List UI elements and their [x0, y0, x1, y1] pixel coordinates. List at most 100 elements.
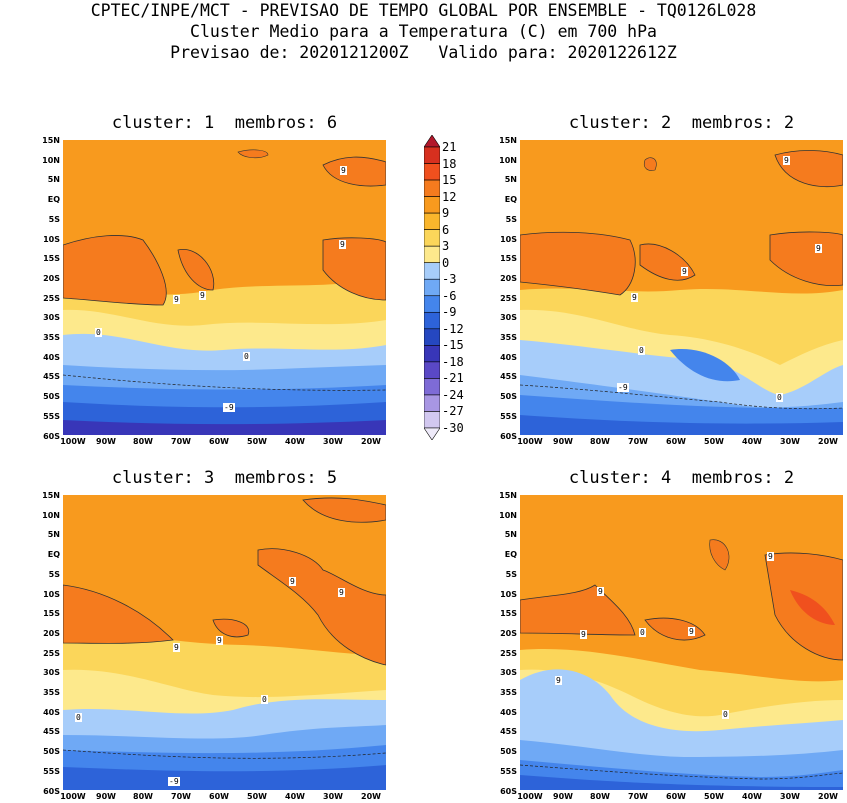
lon-label: 70W [171, 792, 191, 801]
lat-label: EQ [47, 195, 60, 205]
lat-label: 60S [43, 431, 60, 441]
lon-label: 90W [553, 437, 573, 446]
colorbar-swatch [423, 311, 441, 330]
map-panel-3 [63, 495, 386, 790]
lon-label: 60W [209, 792, 229, 801]
colorbar-tick-label: 18 [442, 156, 457, 171]
contour-label: 9 [681, 267, 688, 276]
colorbar-tick-label: 15 [442, 173, 457, 188]
colorbar-tick-label: 12 [442, 189, 457, 204]
lat-label: 35S [43, 688, 60, 697]
contour-label: 9 [631, 293, 638, 302]
lon-label: 80W [590, 437, 610, 446]
lat-label: 10N [499, 155, 517, 165]
colorbar-swatch [423, 212, 441, 230]
contour-label: 9 [199, 291, 206, 300]
lat-label: 10S [43, 589, 60, 599]
lat-label: 20S [500, 273, 517, 283]
contour-label: -9 [617, 383, 629, 392]
lon-label: 20W [818, 792, 838, 801]
header-line-1: CPTEC/INPE/MCT - PREVISAO DE TEMPO GLOBA… [90, 1, 757, 20]
colorbar-tick-label: -15 [442, 338, 464, 353]
colorbar-tick-label: -9 [442, 305, 457, 320]
lon-label: 50W [247, 792, 267, 801]
temperature-field-1 [63, 140, 386, 435]
colorbar-swatch [423, 229, 441, 247]
lon-label: 30W [323, 792, 343, 801]
lat-label: EQ [47, 550, 60, 560]
lat-label: 10S [43, 234, 60, 244]
colorbar-tick-label: -18 [442, 354, 464, 369]
lat-label: 40S [500, 352, 517, 362]
contour-label: 9 [339, 240, 346, 249]
map-panel-4 [520, 495, 843, 790]
colorbar-swatch [423, 179, 441, 197]
contour-label: 9 [783, 156, 790, 165]
lon-label: 100W [60, 792, 86, 801]
lon-label: 80W [133, 792, 153, 801]
lat-label: 10N [42, 155, 60, 165]
lat-label: 30S [500, 668, 517, 678]
lat-label: 50S [500, 747, 517, 757]
lat-label: 15S [500, 609, 517, 619]
lon-label: 30W [780, 792, 800, 801]
lat-label: 40S [43, 352, 60, 362]
lat-label: 20S [500, 628, 517, 638]
lat-label: 20S [43, 628, 60, 638]
lon-label: 90W [553, 792, 573, 801]
lat-label: 5N [47, 530, 60, 540]
panel-3-title: cluster: 3 membros: 5 [111, 468, 338, 488]
colorbar-tick-label: 3 [442, 239, 450, 254]
contour-label: 9 [580, 630, 587, 639]
lat-label: 15S [43, 254, 60, 264]
lon-label: 100W [517, 437, 543, 446]
colorbar-swatch [423, 361, 441, 379]
colorbar-swatch [423, 411, 441, 429]
contour-label: 0 [639, 628, 646, 637]
lon-label: 40W [285, 437, 305, 446]
lon-label: 40W [285, 792, 305, 801]
contour-label: -9 [168, 777, 180, 786]
lon-label: 30W [323, 437, 343, 446]
colorbar-swatch [423, 378, 441, 396]
colorbar-graphic [423, 134, 441, 441]
map-panel-1 [63, 140, 386, 435]
lon-label: 20W [818, 437, 838, 446]
temperature-field-2 [520, 140, 843, 435]
lat-label: 40S [500, 707, 517, 717]
lon-label: 20W [361, 792, 381, 801]
lat-label: 20S [43, 273, 60, 283]
lat-label: 5S [505, 214, 517, 224]
lon-label: 40W [742, 437, 762, 446]
colorbar-swatch [423, 245, 441, 264]
lat-label: 50S [500, 392, 517, 402]
lon-label: 50W [704, 792, 724, 801]
lon-label: 60W [209, 437, 229, 446]
lat-label: 60S [500, 786, 517, 796]
colorbar-tick-label: -24 [442, 387, 464, 402]
colorbar-tick-label: -12 [442, 321, 464, 336]
colorbar-tick-label: 9 [442, 206, 450, 221]
colorbar-swatch [423, 345, 441, 363]
colorbar-swatch [423, 295, 441, 313]
lat-label: 45S [43, 372, 60, 382]
lat-label: 10S [500, 234, 517, 244]
lat-label: 35S [43, 333, 60, 342]
lat-label: 25S [500, 293, 517, 303]
contour-label: 9 [338, 588, 345, 597]
lat-label: 55S [43, 411, 60, 421]
header-line-2: Cluster Medio para a Temperatura (C) em … [190, 22, 657, 41]
lat-label: 35S [500, 688, 517, 697]
colorbar-swatch [423, 278, 441, 297]
lat-label: 50S [43, 747, 60, 757]
panel-4-title: cluster: 4 membros: 2 [568, 468, 795, 488]
colorbar-swatch [423, 146, 441, 164]
lat-label: 55S [500, 411, 517, 421]
lat-label: 15S [43, 609, 60, 619]
lat-label: 25S [500, 648, 517, 658]
colorbar-tick-label: -21 [442, 371, 464, 386]
lon-label: 60W [666, 437, 686, 446]
colorbar [423, 134, 441, 441]
lat-label: 45S [500, 727, 517, 737]
contour-label: 9 [597, 587, 604, 596]
